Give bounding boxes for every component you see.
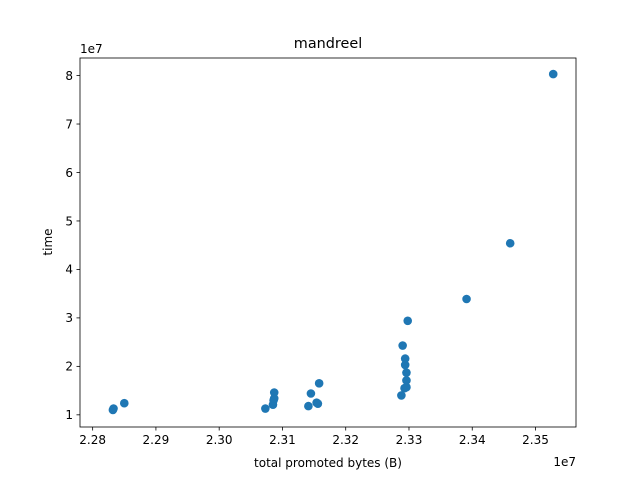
scatter-point bbox=[398, 341, 407, 350]
y-tick-label: 7 bbox=[65, 117, 73, 131]
x-tick-label: 2.35 bbox=[522, 433, 549, 447]
y-tick-label: 8 bbox=[65, 69, 73, 83]
scatter-point bbox=[402, 368, 411, 377]
x-axis-label: total promoted bytes (B) bbox=[254, 456, 402, 470]
scatter-point bbox=[109, 404, 118, 413]
x-axis-ticks: 2.28 2.29 2.30 2.31 2.32 2.33 2.34 2.35 bbox=[79, 427, 549, 447]
y-tick-label: 6 bbox=[65, 166, 73, 180]
data-points bbox=[108, 69, 558, 415]
x-offset-label: 1e7 bbox=[553, 455, 576, 469]
y-tick-label: 3 bbox=[65, 311, 73, 325]
scatter-point bbox=[400, 354, 410, 363]
scatter-point bbox=[462, 294, 471, 304]
y-tick-label: 4 bbox=[65, 263, 73, 277]
chart-title: mandreel bbox=[294, 36, 362, 52]
scatter-point bbox=[261, 404, 270, 413]
y-axis-label: time bbox=[41, 228, 55, 255]
y-offset-label: 1e7 bbox=[80, 42, 103, 56]
x-tick-label: 2.34 bbox=[459, 433, 486, 447]
y-tick-label: 1 bbox=[65, 408, 73, 422]
y-axis-ticks: 1 2 3 4 5 6 7 8 bbox=[65, 69, 80, 422]
scatter-point bbox=[314, 379, 324, 388]
x-tick-label: 2.31 bbox=[269, 433, 296, 447]
scatter-point bbox=[400, 360, 410, 370]
scatter-point bbox=[548, 69, 558, 79]
scatter-point bbox=[397, 391, 406, 400]
scatter-point bbox=[402, 382, 411, 392]
y-tick-label: 5 bbox=[65, 214, 73, 228]
scatter-point bbox=[505, 238, 515, 248]
x-tick-label: 2.32 bbox=[332, 433, 359, 447]
scatter-point bbox=[402, 376, 411, 385]
plot-area-frame bbox=[79, 57, 577, 428]
x-tick-label: 2.29 bbox=[143, 433, 170, 447]
scatter-point bbox=[306, 389, 316, 398]
y-tick-label: 2 bbox=[65, 360, 73, 374]
scatter-point bbox=[403, 316, 413, 326]
x-tick-label: 2.30 bbox=[206, 433, 233, 447]
scatter-point bbox=[119, 398, 129, 408]
scatter-point bbox=[304, 401, 313, 411]
scatter-point bbox=[269, 388, 279, 397]
scatter-point bbox=[313, 399, 323, 408]
x-tick-label: 2.33 bbox=[396, 433, 423, 447]
x-tick-label: 2.28 bbox=[79, 433, 106, 447]
